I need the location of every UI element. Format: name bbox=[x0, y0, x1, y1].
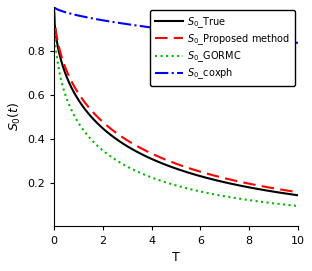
$S_0$_Proposed method bbox=[164, 158, 168, 162]
$S_0$_coxph bbox=[289, 41, 293, 44]
$S_0$_Proposed method bbox=[244, 182, 248, 185]
$S_0$_Proposed method bbox=[289, 189, 293, 193]
$S_0$_Proposed method bbox=[171, 161, 174, 164]
$S_0$_True bbox=[296, 194, 300, 197]
$S_0$_True bbox=[65, 75, 68, 78]
$S_0$_True bbox=[52, 8, 56, 11]
$S_0$_True bbox=[289, 193, 293, 196]
$S_0$_True bbox=[289, 193, 293, 196]
$S_0$_GORMC bbox=[52, 11, 56, 14]
$S_0$_True bbox=[164, 163, 168, 167]
$S_0$_GORMC bbox=[164, 181, 168, 184]
$S_0$_coxph bbox=[289, 41, 293, 44]
$S_0$_Proposed method bbox=[289, 189, 293, 193]
$S_0$_coxph bbox=[244, 37, 248, 40]
X-axis label: T: T bbox=[172, 251, 180, 264]
Line: $S_0$_coxph: $S_0$_coxph bbox=[54, 7, 298, 43]
$S_0$_coxph bbox=[296, 41, 300, 44]
$S_0$_GORMC bbox=[65, 96, 68, 100]
$S_0$_coxph bbox=[52, 5, 56, 9]
$S_0$_Proposed method bbox=[65, 69, 68, 72]
$S_0$_Proposed method bbox=[296, 191, 300, 194]
$S_0$_Proposed method bbox=[52, 7, 56, 11]
$S_0$_coxph bbox=[164, 28, 168, 31]
$S_0$_GORMC bbox=[171, 183, 174, 186]
$S_0$_GORMC bbox=[289, 204, 293, 207]
$S_0$_GORMC bbox=[296, 204, 300, 208]
$S_0$_coxph bbox=[65, 11, 68, 14]
$S_0$_GORMC bbox=[289, 204, 293, 207]
Line: $S_0$_True: $S_0$_True bbox=[54, 10, 298, 195]
$S_0$_GORMC bbox=[244, 198, 248, 201]
Y-axis label: $S_0(t)$: $S_0(t)$ bbox=[7, 102, 23, 131]
$S_0$_coxph bbox=[171, 28, 174, 32]
Legend: $S_0$_True, $S_0$_Proposed method, $S_0$_GORMC, $S_0$_coxph: $S_0$_True, $S_0$_Proposed method, $S_0$… bbox=[150, 10, 295, 86]
$S_0$_True bbox=[171, 166, 174, 169]
$S_0$_True bbox=[244, 185, 248, 188]
Line: $S_0$_GORMC: $S_0$_GORMC bbox=[54, 12, 298, 206]
Line: $S_0$_Proposed method: $S_0$_Proposed method bbox=[54, 9, 298, 192]
